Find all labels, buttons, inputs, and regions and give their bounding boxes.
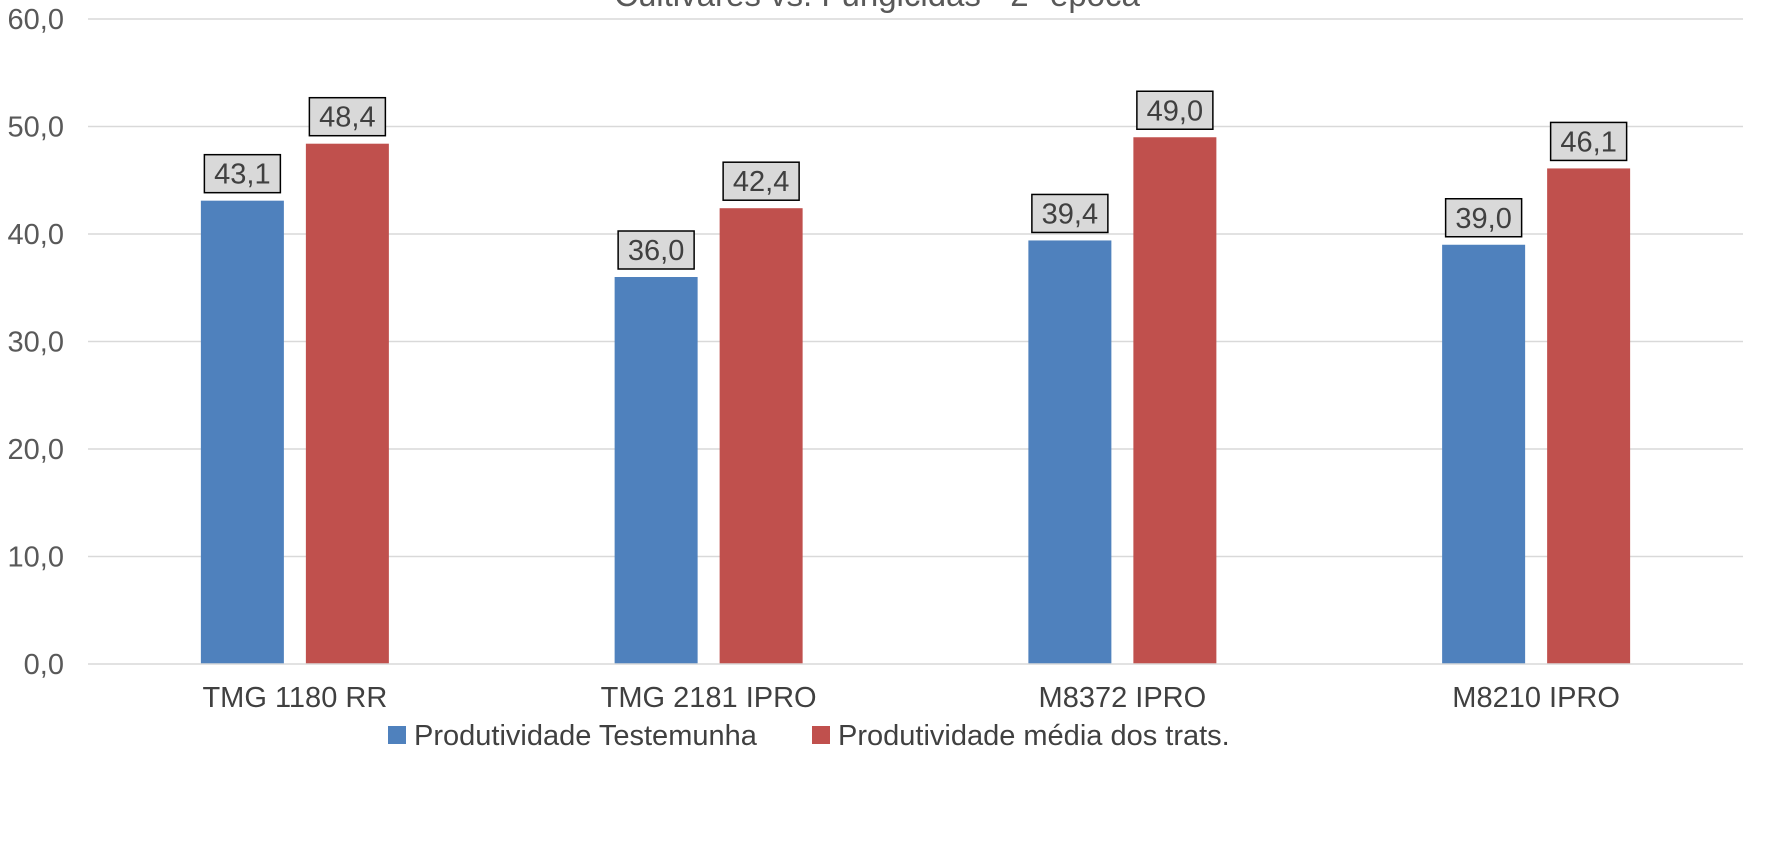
data-label-box [308,96,387,137]
data-label: 36,0 [628,235,684,267]
data-label: 43,1 [214,159,270,191]
y-axis-ticks: 0,0 10,0 20,0 30,0 40,0 50,0 60,0 [8,4,64,681]
x-axis: TMG 1180 RR TMG 2181 IPRO M8372 IPRO M8210 … [88,663,1743,714]
data-label-box [203,153,282,194]
bar-testemunha-1 [614,277,698,664]
data-label-box [617,230,695,270]
x-category-label: M8210 IPRO [1452,682,1620,714]
data-label: 46,1 [1560,126,1616,158]
bar-media-1 [719,208,803,664]
data-label: 48,4 [319,102,375,134]
data-label-box [1136,90,1214,130]
y-tick-label: 0,0 [24,649,64,681]
chart-title: Cultivares vs. Fungicidas - 2ª época [614,0,1140,13]
data-labels: 43,1 48,4 36,0 42,4 39,4 49,0 39,0 46,1 [203,90,1628,270]
bar-media-0 [305,143,389,664]
data-label-box [1031,193,1109,234]
data-label-box [1549,121,1628,162]
y-tick-label: 20,0 [8,434,64,466]
y-tick-label: 10,0 [8,542,64,574]
legend-label: Produtividade Testemunha [414,720,758,752]
data-label-box [1444,198,1523,238]
y-tick-label: 30,0 [8,327,64,359]
data-label: 39,0 [1455,203,1511,235]
data-label: 39,4 [1042,198,1098,230]
legend-swatch [812,726,830,744]
bar-testemunha-2 [1028,240,1112,664]
x-category-label: TMG 2181 IPRO [601,682,817,714]
bar-testemunha-3 [1442,244,1526,664]
legend-swatch [388,726,406,744]
legend-label: Produtividade média dos trats. [838,720,1230,752]
chart-title-group: Cultivares vs. Fungicidas - 2ª época [614,0,1140,13]
y-tick-label: 60,0 [8,4,64,36]
data-label: 42,4 [733,166,789,198]
x-category-label: TMG 1180 RR [202,682,387,714]
bar-media-2 [1133,137,1217,664]
bars [200,137,1631,665]
data-label: 49,0 [1147,95,1203,127]
y-tick-label: 50,0 [8,112,64,144]
x-category-label: M8372 IPRO [1039,682,1207,714]
bar-media-3 [1547,168,1631,665]
legend: Produtividade Testemunha Produtividade mé… [388,720,1230,752]
y-tick-label: 40,0 [8,219,64,251]
bar-testemunha-0 [200,200,284,665]
data-label-box [722,161,800,201]
